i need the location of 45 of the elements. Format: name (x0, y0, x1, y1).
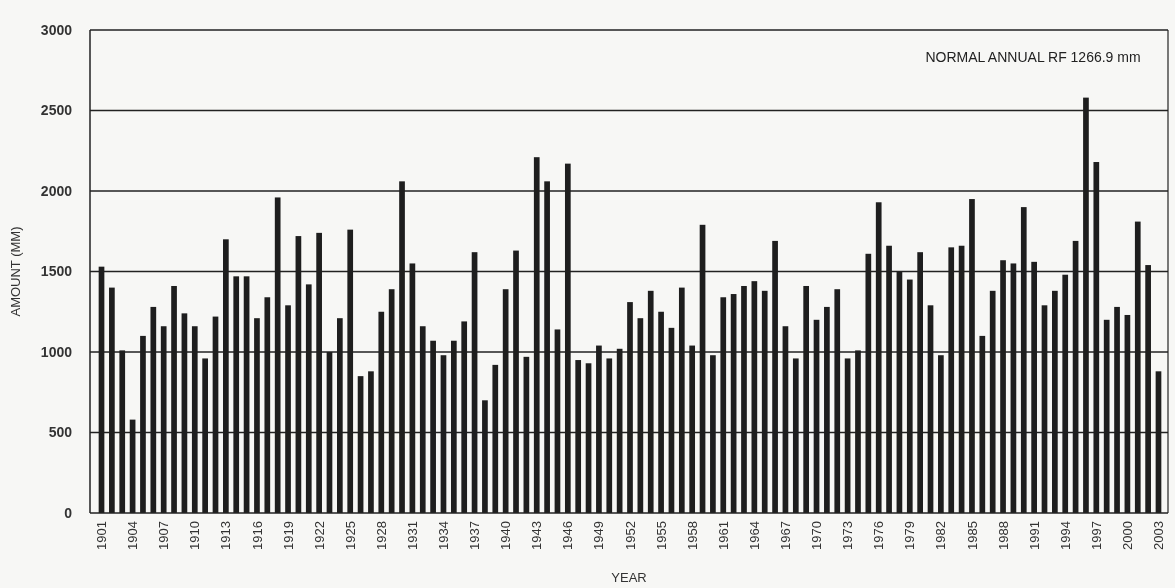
x-tick-label: 1916 (249, 521, 265, 550)
x-tick-label: 1982 (933, 521, 949, 550)
x-tick-label: 1973 (840, 521, 856, 550)
x-tick-label: 1976 (871, 521, 887, 550)
y-axis-title: AMOUNT (MM) (8, 226, 23, 317)
x-tick-label: 2000 (1119, 521, 1135, 550)
x-tick-label: 1928 (373, 521, 389, 550)
x-tick-label: 1958 (684, 521, 700, 550)
x-tick-label: 1961 (715, 521, 731, 550)
x-tick-label: 1919 (280, 521, 296, 550)
x-tick-label: 1943 (529, 521, 545, 550)
y-tick-label: 500 (48, 424, 73, 441)
x-tick-label: 1904 (125, 521, 141, 550)
x-tick-label: 1967 (777, 521, 793, 550)
y-tick-label: 2000 (40, 182, 73, 199)
x-tick-label: 2003 (1151, 521, 1167, 550)
x-tick-label: 1991 (1026, 521, 1042, 550)
x-tick-label: 1997 (1088, 521, 1104, 550)
annotation: NORMAL ANNUAL RF 1266.9 mm (925, 49, 1141, 65)
x-tick-label: 1979 (902, 521, 918, 550)
x-tick-label: 1994 (1057, 521, 1073, 550)
x-tick-label: 1964 (746, 521, 762, 550)
x-axis-title: YEAR (611, 570, 647, 585)
x-tick-label: 1952 (622, 521, 638, 550)
x-tick-label: 1907 (156, 521, 172, 550)
x-tick-label: 1946 (560, 521, 576, 550)
x-tick-label: 1970 (809, 521, 825, 550)
y-tick-label: 2500 (40, 102, 73, 119)
x-tick-label: 1940 (498, 521, 514, 550)
y-tick-label: 1500 (40, 263, 73, 280)
x-tick-label: 1955 (653, 521, 669, 550)
x-tick-label: 1931 (404, 521, 420, 550)
x-tick-label: 1910 (187, 521, 203, 550)
x-tick-label: 1913 (218, 521, 234, 550)
x-tick-label: 1922 (311, 521, 327, 550)
x-tick-label: 1949 (591, 521, 607, 550)
x-tick-label: 1937 (467, 521, 483, 550)
x-tick-label: 1988 (995, 521, 1011, 550)
x-tick-label: 1925 (342, 521, 358, 550)
y-tick-label: 0 (64, 504, 73, 521)
y-tick-label: 1000 (40, 343, 73, 360)
x-tick-label: 1934 (436, 521, 452, 550)
x-tick-label: 1985 (964, 521, 980, 550)
x-tick-label: 1901 (94, 521, 110, 550)
y-tick-label: 3000 (40, 21, 73, 38)
